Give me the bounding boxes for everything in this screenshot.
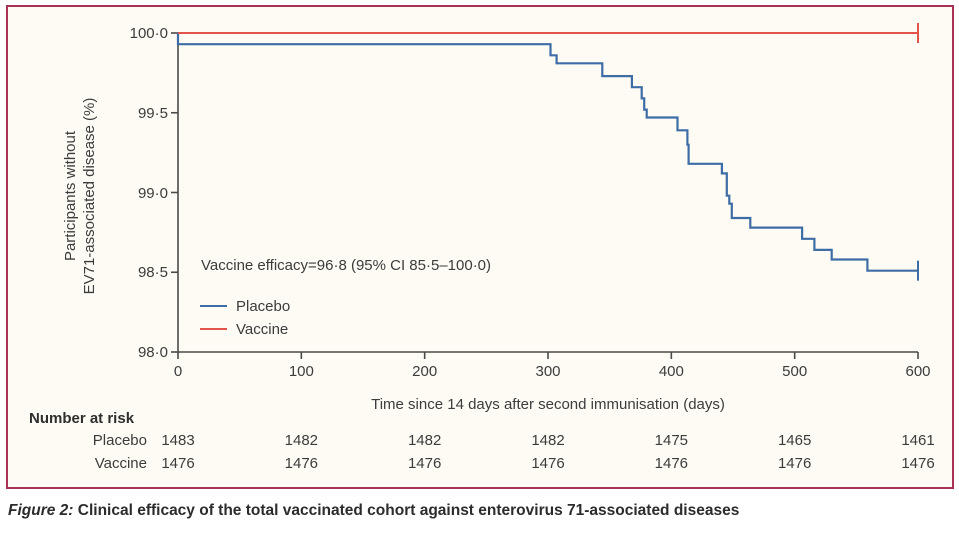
figure-caption-prefix: Figure 2:: [8, 502, 74, 519]
x-tick-label: 500: [782, 363, 808, 380]
risk-value-vaccine: 1476: [654, 455, 689, 472]
risk-value-vaccine: 1476: [284, 455, 319, 472]
legend-label-vaccine: Vaccine: [236, 320, 289, 338]
legend-label-placebo: Placebo: [236, 297, 291, 315]
risk-value-placebo: 1482: [531, 432, 565, 449]
figure-caption-text: Clinical efficacy of the total vaccinate…: [73, 502, 740, 519]
figure-caption: Figure 2: Clinical efficacy of the total…: [8, 502, 739, 520]
risk-value-placebo: 1465: [777, 432, 812, 449]
legend-item-vaccine: Vaccine: [200, 318, 288, 340]
y-axis-title-line1: Participants without: [62, 130, 79, 262]
risk-value-placebo: 1482: [284, 432, 319, 449]
vaccine-line-swatch: [200, 328, 227, 330]
y-tick-label: 99·5: [137, 104, 168, 122]
placebo-line-swatch: [200, 305, 227, 307]
y-tick-label: 98·0: [137, 344, 168, 361]
risk-value-vaccine: 1476: [161, 455, 195, 472]
y-axis-title-line2: EV71-associated disease (%): [81, 97, 98, 295]
risk-value-vaccine: 1476: [777, 455, 812, 472]
x-tick-label: 100: [288, 363, 314, 380]
risk-value-placebo: 1483: [161, 432, 195, 449]
y-tick-label: 98·5: [137, 264, 168, 282]
risk-value-vaccine: 1476: [901, 455, 935, 472]
risk-row-label-vaccine: Vaccine: [94, 455, 147, 472]
risk-value-vaccine: 1476: [531, 455, 565, 472]
x-tick-label: 600: [905, 363, 931, 380]
x-tick-label: 400: [658, 363, 684, 380]
y-tick-label: 99·0: [137, 184, 168, 202]
y-tick-label: 100·0: [129, 25, 168, 42]
number-at-risk-title: Number at risk: [29, 410, 135, 427]
x-tick-label: 300: [535, 363, 561, 380]
risk-value-placebo: 1475: [654, 432, 689, 449]
risk-row-label-placebo: Placebo: [92, 432, 147, 449]
x-tick-label: 0: [173, 363, 183, 380]
risk-value-vaccine: 1476: [407, 455, 442, 472]
x-tick-label: 200: [412, 363, 438, 380]
legend-item-placebo: Placebo: [200, 295, 290, 317]
risk-value-placebo: 1461: [901, 432, 935, 449]
figure-panel: [6, 5, 954, 489]
x-axis-title: Time since 14 days after second immunisa…: [371, 396, 725, 413]
vaccine-efficacy-annotation: Vaccine efficacy=96·8 (95% CI 85·5–100·0…: [201, 257, 492, 274]
risk-value-placebo: 1482: [407, 432, 442, 449]
y-axis-title: Participants without EV71-associated dis…: [61, 31, 99, 361]
